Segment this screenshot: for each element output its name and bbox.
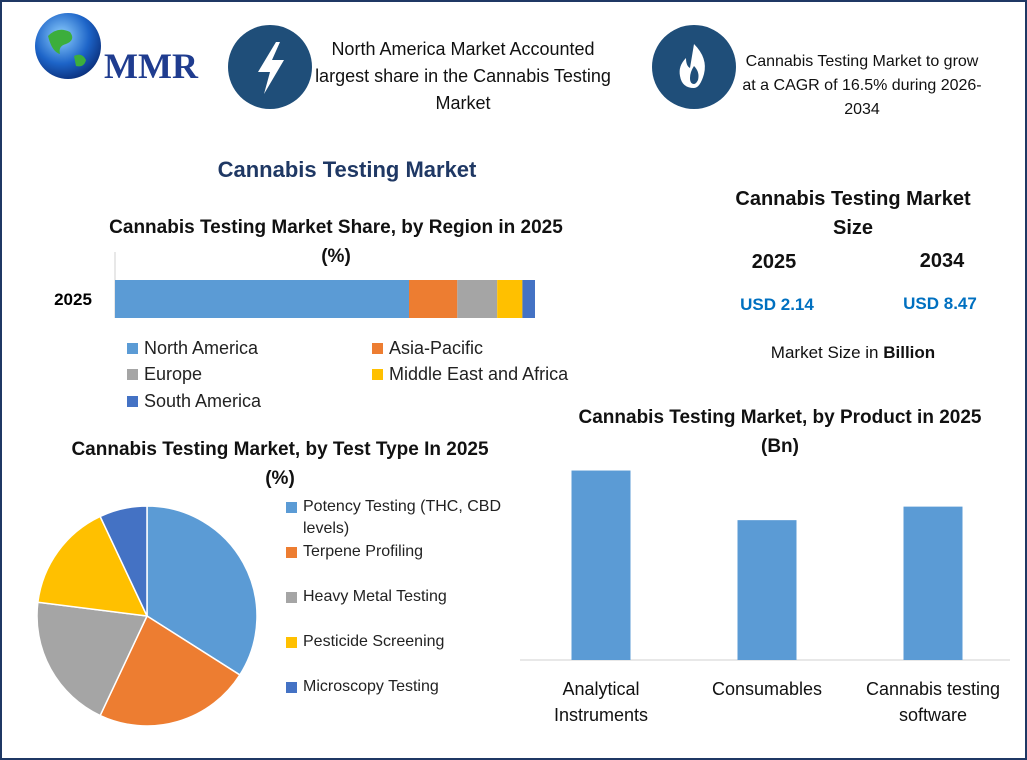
highlight: Cannabis Testing Market to grow at a CAG…: [742, 53, 982, 118]
size-value: USD 8.47: [903, 294, 977, 313]
bar-segment: [409, 280, 458, 318]
legend-item: Europe: [127, 362, 367, 386]
pie-slice: [99, 614, 241, 727]
legend-item: Heavy Metal Testing: [286, 586, 521, 608]
legend-item: Pesticide Screening: [286, 631, 521, 653]
legend-label: North America: [144, 338, 259, 358]
flame-icon: [679, 44, 705, 88]
legend-label: Terpene Profiling: [303, 543, 424, 560]
legend-label: Asia-Pacific: [389, 338, 484, 358]
legend-swatch: [286, 546, 297, 558]
note-unit: Billion: [883, 343, 936, 362]
highlight: North America Market Accounted largest s…: [315, 39, 611, 113]
chart-title: Cannabis Testing Market Share, by Region…: [109, 217, 563, 267]
main-title: Cannabis Testing Market: [217, 157, 477, 182]
legend-swatch: [286, 681, 297, 693]
legend-item: Microscopy Testing: [286, 676, 521, 698]
pie-slice: [99, 505, 148, 617]
legend-swatch: [372, 368, 383, 380]
legend-swatch: [127, 342, 138, 354]
chart-title: Cannabis Testing Market, by Product in 2…: [578, 407, 982, 457]
flame-icon-inner: [690, 66, 699, 84]
legend-item: North America: [127, 336, 367, 360]
bar: [737, 520, 797, 660]
legend-item: South America: [127, 389, 367, 413]
legend-label: Pesticide Screening: [303, 633, 445, 650]
bar: [571, 470, 631, 660]
logo-land: [48, 29, 86, 67]
size-year: 2025: [751, 251, 797, 273]
legend-swatch: [372, 342, 383, 354]
legend-swatch: [286, 636, 297, 648]
pie-slice: [37, 515, 149, 617]
legend-swatch: [286, 501, 297, 513]
legend-label: Heavy Metal Testing: [303, 588, 447, 605]
legend-label: Microscopy Testing: [303, 678, 439, 695]
note-text: Market Size in: [770, 343, 879, 362]
bar-segment: [457, 280, 498, 318]
legend-item: Terpene Profiling: [286, 541, 521, 563]
x-tick-label: Analytical Instruments: [553, 679, 649, 725]
logo-text: MMR: [104, 46, 199, 86]
legend-label: Middle East and Africa: [389, 364, 569, 384]
category-label: 2025: [54, 290, 92, 309]
x-tick-label: Cannabis testing software: [865, 679, 1001, 725]
size-note: Market Size in Billion: [723, 343, 983, 363]
pie-slice: [36, 601, 149, 717]
bar: [903, 506, 963, 660]
size-year: 2034: [919, 250, 965, 272]
legend-item: Potency Testing (THC, CBD levels): [286, 496, 521, 540]
legend-label: South America: [144, 391, 262, 411]
legend-label: Potency Testing (THC, CBD levels): [303, 498, 501, 537]
legend-label: Europe: [144, 364, 203, 384]
bar-segment: [115, 280, 409, 318]
bar-segment: [522, 280, 535, 318]
legend-swatch: [127, 395, 138, 407]
size-value: USD 2.14: [740, 295, 814, 314]
logo-globe: [35, 13, 101, 79]
legend-item: Middle East and Africa: [372, 362, 612, 386]
lightning-icon: [258, 42, 284, 94]
legend-swatch: [286, 591, 297, 603]
legend-item: Asia-Pacific: [372, 336, 612, 360]
x-tick-label: Consumables: [711, 679, 823, 699]
bar-segment: [497, 280, 523, 318]
legend-swatch: [127, 368, 138, 380]
chart-title: Cannabis Testing Market, by Test Type In…: [71, 439, 489, 489]
size-title: Cannabis Testing Market Size: [735, 188, 971, 239]
